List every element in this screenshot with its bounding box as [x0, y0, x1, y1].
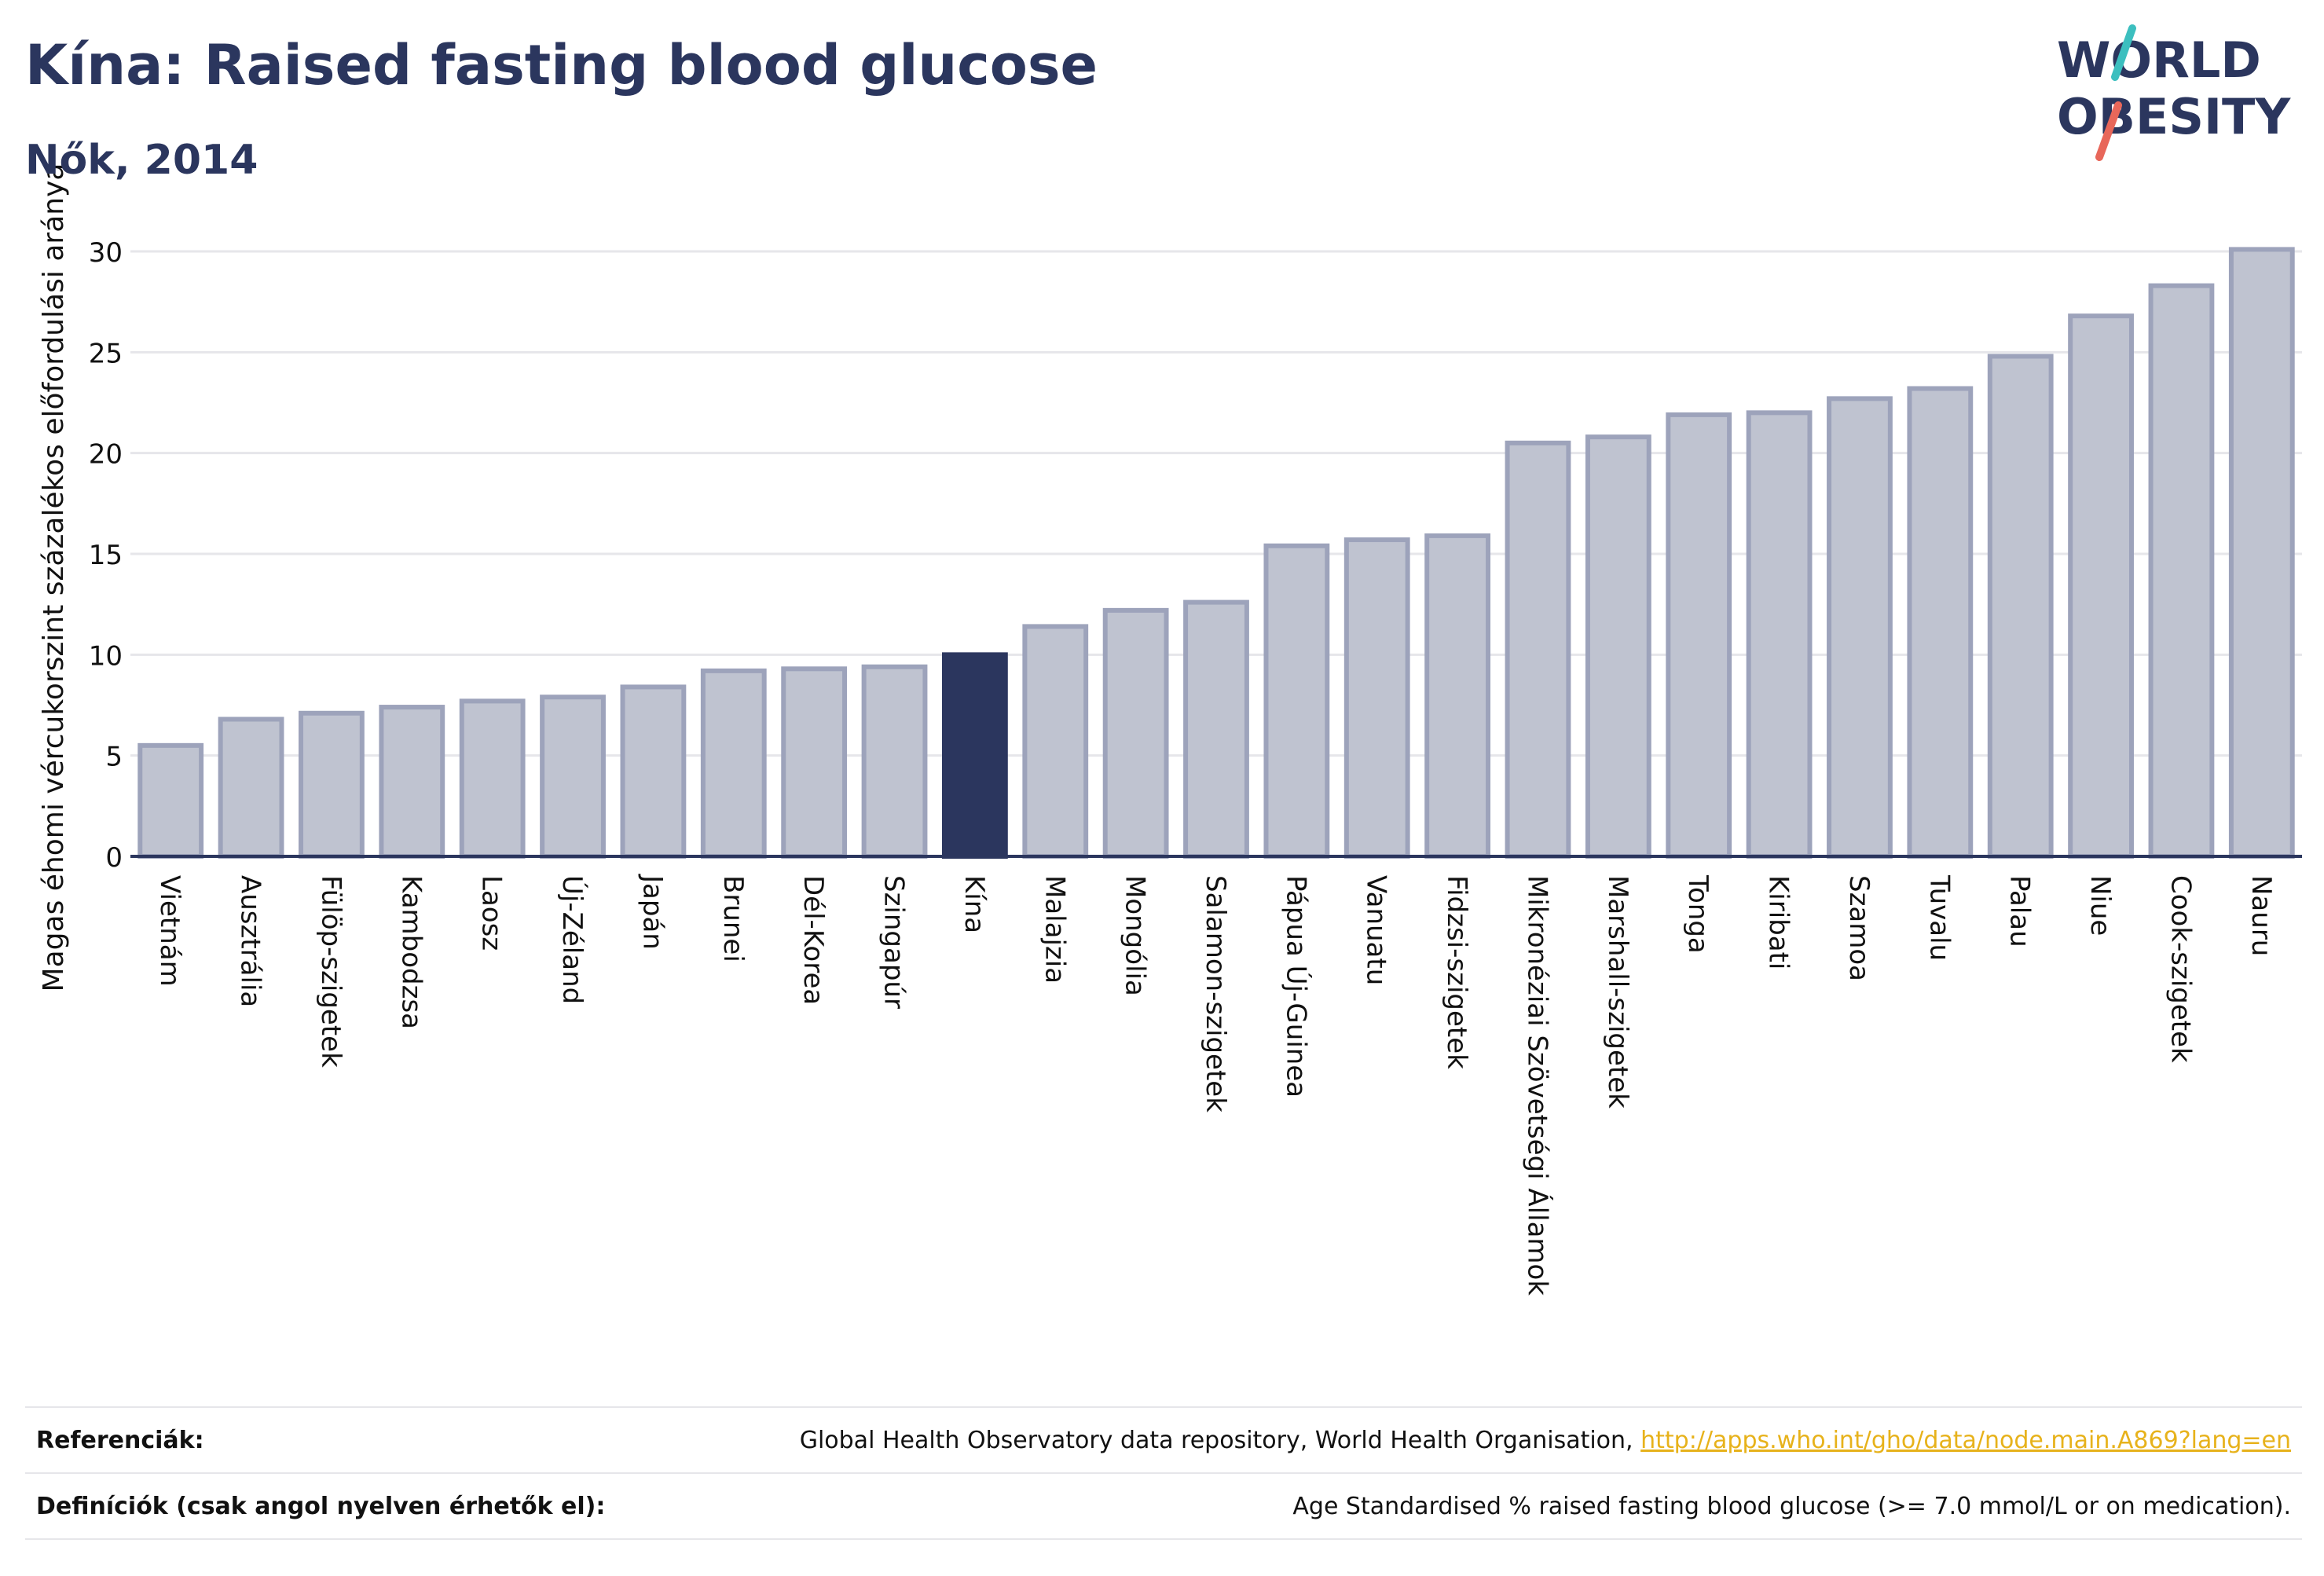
- x-tick-label: Tuvalu: [1923, 874, 1955, 961]
- y-tick-label: 0: [105, 842, 123, 874]
- bar-cook-szigetek[interactable]: Cook-szigetek: 28.3: [2148, 283, 2215, 859]
- references-link[interactable]: http://apps.who.int/gho/data/node.main.A…: [1640, 1426, 2291, 1454]
- bar-pápua-új-guinea[interactable]: Pápua Új-Guinea: 15.4: [1263, 543, 1330, 859]
- bar-vanuatu[interactable]: Vanuatu: 15.7: [1343, 537, 1410, 859]
- bar-dél-korea[interactable]: Dél-Korea: 9.3: [781, 666, 848, 859]
- y-tick-label: 30: [89, 237, 123, 269]
- bar-nauru[interactable]: Nauru: 30.1: [2228, 247, 2295, 859]
- y-tick-label: 10: [89, 640, 123, 672]
- x-tick-label: Niue: [2084, 875, 2116, 936]
- bar-mongólia[interactable]: Mongólia: 12.2: [1102, 607, 1169, 859]
- page-title: Kína: Raised fasting blood glucose: [25, 33, 1098, 97]
- y-tick-label: 15: [89, 540, 123, 571]
- bar-szamoa[interactable]: Szamoa: 22.7: [1827, 396, 1893, 859]
- references-row: Referenciák: Global Health Observatory d…: [25, 1406, 2302, 1472]
- x-tick-label: Salamon-szigetek: [1200, 875, 1231, 1112]
- bar-marshall-szigetek[interactable]: Marshall-szigetek: 20.8: [1585, 434, 1651, 859]
- y-axis-ticks: 0 5 10 15 20 25 30: [89, 237, 123, 874]
- references-text: Global Health Observatory data repositor…: [799, 1426, 1633, 1454]
- bar-chart: 0 5 10 15 20 25 30 Vietnám: 5.5Ausztrália: 6.8…: [38, 163, 2302, 1296]
- x-tick-label: Új-Zéland: [556, 875, 588, 1004]
- x-tick-label: Cook-szigetek: [2165, 875, 2196, 1063]
- world-obesity-logo: WORLD OBESITY: [2057, 24, 2291, 161]
- x-tick-label: Malajzia: [1039, 875, 1070, 984]
- bar-tuvalu[interactable]: Tuvalu: 23.2: [1907, 386, 1974, 859]
- x-tick-label: Nauru: [2245, 875, 2277, 956]
- chart-footer: Referenciák: Global Health Observatory d…: [25, 1406, 2302, 1540]
- x-tick-label: Vanuatu: [1361, 875, 1392, 985]
- bar-fülöp-szigetek[interactable]: Fülöp-szigetek: 7.1: [299, 710, 365, 859]
- bar-vietnám[interactable]: Vietnám: 5.5: [137, 742, 204, 859]
- definitions-text: Age Standardised % raised fasting blood …: [1292, 1492, 2291, 1520]
- definitions-label: Definíciók (csak angol nyelven érhetők e…: [36, 1492, 606, 1520]
- bar-palau[interactable]: Palau: 24.8: [1987, 354, 2054, 859]
- bar-tonga[interactable]: Tonga: 21.9: [1666, 412, 1732, 859]
- bar-új-zéland[interactable]: Új-Zéland: 7.9: [540, 695, 606, 859]
- page-subtitle: Nők, 2014: [25, 137, 258, 184]
- logo-slash-coral: [2095, 101, 2122, 161]
- bar-japán[interactable]: Japán: 8.4: [620, 684, 687, 859]
- y-tick-label: 20: [89, 439, 123, 471]
- x-tick-label: Kambodzsa: [395, 875, 427, 1029]
- x-tick-label: Mikronéziai Szövetségi Államok: [1521, 875, 1553, 1296]
- bar-szingapúr[interactable]: Szingapúr: 9.4: [861, 664, 928, 859]
- bar-malajzia[interactable]: Malajzia: 11.4: [1022, 624, 1089, 859]
- x-tick-label: Vietnám: [154, 875, 185, 987]
- y-axis-title: Magas éhomi vércukorszint százalékos elő…: [38, 163, 70, 992]
- references-label: Referenciák:: [36, 1426, 204, 1454]
- x-tick-label: Kína: [959, 875, 990, 933]
- bar-kiribati[interactable]: Kiribati: 22: [1746, 410, 1813, 859]
- x-tick-label: Szingapúr: [878, 875, 910, 1009]
- x-tick-label: Fidzsi-szigetek: [1441, 875, 1472, 1069]
- x-tick-label: Pápua Új-Guinea: [1280, 875, 1312, 1098]
- logo-slash-teal: [2111, 24, 2136, 81]
- bar-brunei[interactable]: Brunei: 9.2: [700, 668, 767, 859]
- x-tick-label: Kiribati: [1763, 875, 1794, 969]
- x-axis-labels: Vietnám Ausztrália Fülöp-szigetek Kambodzsa…: [154, 874, 2277, 1296]
- bar-ausztrália[interactable]: Ausztrália: 6.8: [218, 717, 284, 859]
- logo-text-obesity: OBESITY: [2057, 88, 2291, 145]
- bar-kína[interactable]: Kína: 10: [941, 652, 1008, 859]
- logo-text-world: WORLD: [2057, 31, 2261, 89]
- x-tick-label: Mongólia: [1120, 875, 1151, 996]
- x-tick-label: Palau: [2004, 875, 2036, 947]
- bar-fidzsi-szigetek[interactable]: Fidzsi-szigetek: 15.9: [1424, 533, 1491, 859]
- bar-niue[interactable]: Niue: 26.8: [2068, 313, 2134, 859]
- x-tick-label: Laosz: [476, 875, 508, 951]
- bar-laosz[interactable]: Laosz: 7.7: [459, 698, 526, 859]
- bars: Vietnám: 5.5Ausztrália: 6.8Fülöp-szigete…: [137, 247, 2295, 859]
- x-tick-label: Ausztrália: [235, 875, 266, 1007]
- x-tick-label: Marshall-szigetek: [1602, 875, 1633, 1109]
- x-tick-label: Tonga: [1682, 874, 1714, 954]
- x-tick-label: Fülöp-szigetek: [315, 875, 346, 1068]
- x-tick-label: Brunei: [717, 875, 749, 962]
- bar-kambodzsa[interactable]: Kambodzsa: 7.4: [379, 705, 445, 859]
- y-tick-label: 5: [105, 742, 123, 773]
- bar-salamon-szigetek[interactable]: Salamon-szigetek: 12.6: [1183, 599, 1249, 859]
- y-tick-label: 25: [89, 338, 123, 369]
- x-tick-label: Japán: [636, 874, 668, 950]
- x-tick-label: Szamoa: [1843, 875, 1875, 981]
- definitions-row: Definíciók (csak angol nyelven érhetők e…: [25, 1472, 2302, 1540]
- x-tick-label: Dél-Korea: [797, 875, 829, 1005]
- bar-mikronéziai-szövetségi-államok[interactable]: Mikronéziai Szövetségi Államok: 20.5: [1505, 440, 1571, 859]
- references-value: Global Health Observatory data repositor…: [800, 1427, 2302, 1454]
